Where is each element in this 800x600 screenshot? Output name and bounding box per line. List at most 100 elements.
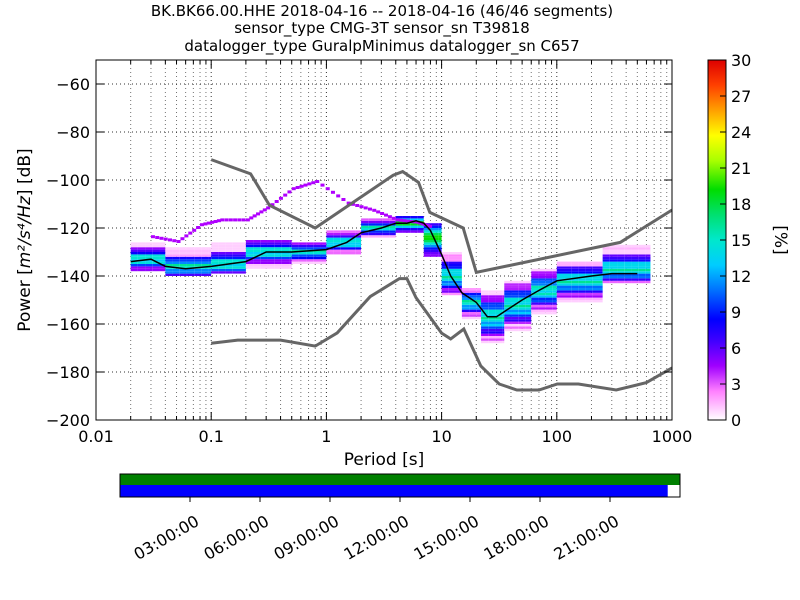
density-cell xyxy=(355,235,362,238)
density-cell xyxy=(441,256,449,260)
density-cell xyxy=(218,244,226,248)
outlier-cell xyxy=(391,216,396,220)
density-cell xyxy=(137,268,146,272)
density-cell xyxy=(423,230,431,233)
density-cell xyxy=(571,285,579,288)
density-cell xyxy=(488,338,496,341)
density-cell xyxy=(211,268,219,272)
density-cell xyxy=(306,259,314,262)
outlier-cell xyxy=(420,222,425,226)
density-cell xyxy=(306,247,314,250)
density-cell xyxy=(592,290,600,293)
coverage-gap-row xyxy=(120,474,680,485)
density-cell xyxy=(281,242,290,245)
density-cell xyxy=(645,249,651,252)
density-cell xyxy=(481,309,489,312)
density-cell xyxy=(274,261,282,264)
density-cell xyxy=(361,235,369,238)
density-cell xyxy=(201,268,209,272)
density-cell xyxy=(504,288,512,291)
density-cell xyxy=(179,256,187,260)
density-cell xyxy=(240,254,246,257)
coverage-time-label: 12:00:00 xyxy=(340,511,412,563)
density-cell xyxy=(481,302,489,305)
density-cell xyxy=(333,247,341,250)
density-cell xyxy=(410,223,418,226)
density-cell xyxy=(638,247,646,250)
density-cell xyxy=(476,290,482,293)
outlier-cell xyxy=(295,186,300,189)
density-cell xyxy=(617,259,625,262)
density-cell xyxy=(631,254,639,257)
density-cell xyxy=(600,268,603,272)
density-cell xyxy=(313,256,321,260)
density-cell xyxy=(245,264,254,267)
density-cell xyxy=(571,261,579,264)
density-cell xyxy=(564,295,572,298)
density-cell xyxy=(456,271,462,274)
density-cell xyxy=(333,237,341,240)
density-cell xyxy=(402,230,411,233)
outlier-cell xyxy=(425,224,430,227)
density-cell xyxy=(600,280,603,284)
density-cell xyxy=(395,228,403,231)
density-cell xyxy=(511,314,519,317)
density-cell xyxy=(438,235,442,238)
density-cell xyxy=(130,254,138,257)
density-cell xyxy=(430,240,439,243)
density-cell xyxy=(645,271,651,274)
density-cell xyxy=(438,228,442,231)
density-cell xyxy=(274,259,282,262)
density-cell xyxy=(476,316,482,320)
density-cell xyxy=(281,259,290,262)
density-cell xyxy=(208,264,212,267)
density-cell xyxy=(240,256,246,260)
outlier-cell xyxy=(418,221,423,225)
density-cell xyxy=(232,268,240,272)
colorbar-tick-label: 21 xyxy=(731,159,751,178)
density-cell xyxy=(375,223,383,226)
density-cell xyxy=(538,278,546,281)
density-cell xyxy=(495,292,503,296)
plot-frame xyxy=(95,59,673,421)
density-cell xyxy=(313,259,321,262)
density-cell xyxy=(495,302,503,305)
density-cell xyxy=(538,268,546,272)
density-cell xyxy=(417,216,424,219)
density-cell xyxy=(538,309,546,312)
density-cell xyxy=(600,283,603,286)
density-cell xyxy=(430,228,439,231)
density-cell xyxy=(609,280,618,284)
density-cell xyxy=(240,271,246,274)
density-cell xyxy=(201,271,209,274)
density-cell xyxy=(531,304,539,308)
density-cell xyxy=(179,259,187,262)
density-cell xyxy=(320,252,327,255)
density-cell xyxy=(152,242,160,245)
density-cell xyxy=(631,249,639,252)
density-cell xyxy=(631,278,639,281)
density-cell xyxy=(556,264,564,267)
density-cell xyxy=(476,309,482,312)
outlier-cell xyxy=(283,193,288,197)
density-cell xyxy=(186,247,195,250)
density-cell xyxy=(186,261,195,264)
density-cell xyxy=(511,288,519,291)
density-cell xyxy=(218,252,226,255)
density-cell xyxy=(438,237,442,240)
density-cell xyxy=(518,316,526,320)
density-cell xyxy=(152,261,160,264)
density-cell xyxy=(402,228,411,231)
density-cell xyxy=(186,252,195,255)
density-cell xyxy=(456,273,462,276)
density-cell xyxy=(556,271,564,274)
density-cell xyxy=(186,273,195,276)
density-cell xyxy=(438,240,442,243)
density-cell xyxy=(502,316,505,320)
density-cell xyxy=(617,264,625,267)
density-cell xyxy=(340,244,348,248)
density-cell xyxy=(333,232,341,236)
density-cell xyxy=(624,249,632,252)
density-cell xyxy=(313,244,321,248)
density-cell xyxy=(600,261,603,264)
